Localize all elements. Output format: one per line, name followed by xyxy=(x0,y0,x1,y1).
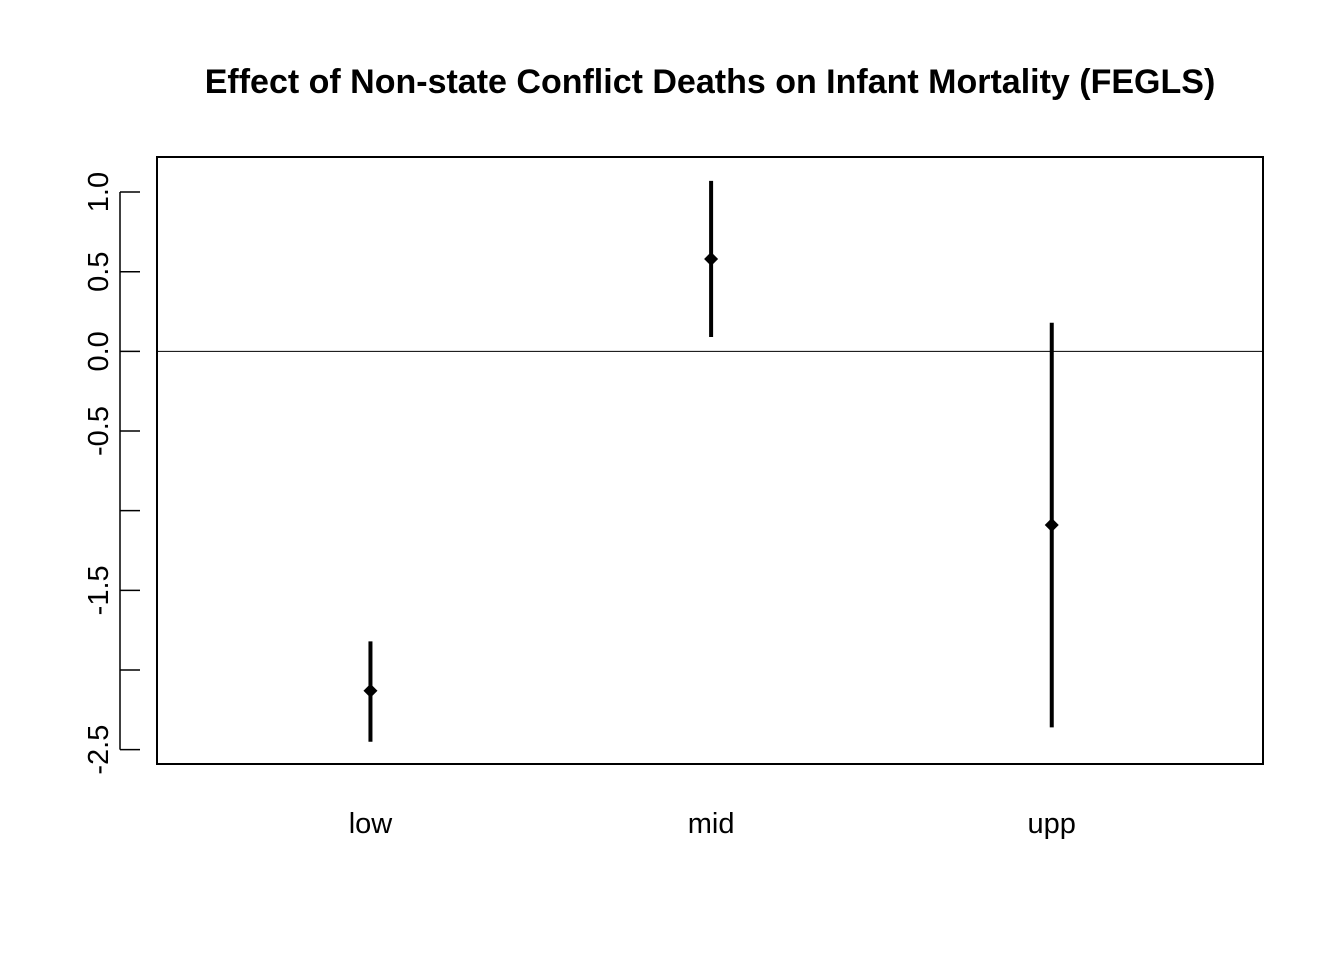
point-estimate-marker xyxy=(1044,518,1059,533)
y-axis-ticks: 1.0 0.5 0.0 -0.5 -1.5 -2.5 xyxy=(83,172,140,775)
y-tick-label: -2.5 xyxy=(83,725,115,775)
point-estimate-marker xyxy=(363,683,378,698)
x-tick-label: mid xyxy=(688,808,735,840)
chart-title: Effect of Non-state Conflict Deaths on I… xyxy=(205,63,1216,101)
y-tick-label: -0.5 xyxy=(83,406,115,456)
point-estimates xyxy=(363,180,1059,742)
point-estimate-marker xyxy=(704,251,719,266)
x-tick-label: low xyxy=(349,808,394,840)
x-axis-labels: low mid upp xyxy=(349,808,1076,840)
y-tick-label: -1.5 xyxy=(83,565,115,615)
x-tick-label: upp xyxy=(1028,808,1076,840)
plot-frame xyxy=(156,156,1264,765)
y-tick-label: 0.5 xyxy=(83,252,115,292)
y-tick-label: 1.0 xyxy=(83,172,115,212)
y-tick-label: 0.0 xyxy=(83,331,115,371)
